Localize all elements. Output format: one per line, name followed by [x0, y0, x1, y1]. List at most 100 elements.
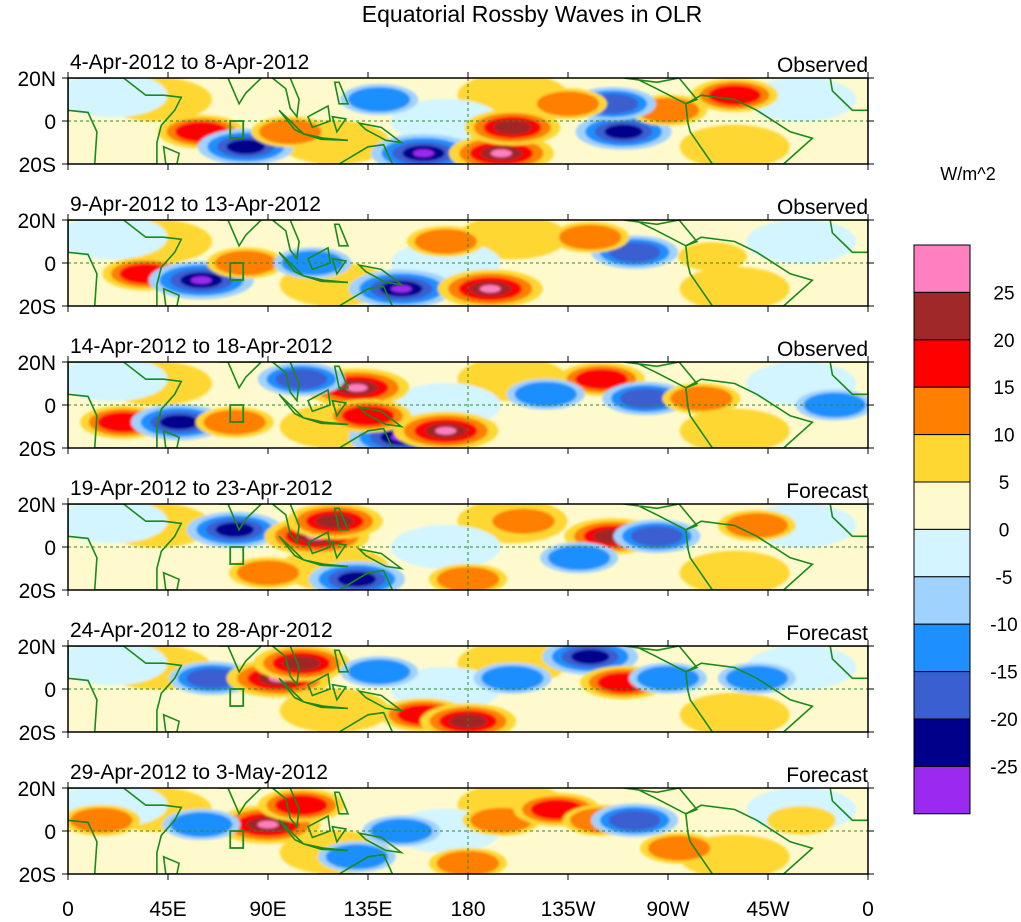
coastline: [271, 362, 300, 403]
anomaly-contour: [670, 386, 733, 411]
background-band: [68, 220, 168, 260]
colorbar-swatch: [913, 386, 971, 436]
anomaly-contour: [390, 284, 412, 293]
anomaly-cell: [162, 809, 241, 841]
colorbar-label: 20: [993, 331, 1014, 352]
colorbar-swatch: [913, 528, 971, 578]
panel-date-range: 14-Apr-2012 to 18-Apr-2012: [70, 335, 333, 358]
anomaly-contour: [414, 229, 477, 254]
anomaly-cell: [340, 656, 419, 688]
coastlines: [68, 362, 868, 448]
coastline: [623, 362, 699, 389]
lon-label: 0: [862, 898, 874, 921]
coastline: [271, 646, 300, 687]
background-band: [68, 504, 168, 544]
coastline: [623, 78, 699, 105]
anomaly-cell: [640, 832, 719, 864]
coastline: [278, 393, 305, 419]
anomaly-contour: [493, 120, 532, 135]
coastline: [306, 530, 332, 555]
lon-label: 0: [62, 898, 74, 921]
coastline: [303, 701, 349, 710]
anomaly-contour: [70, 807, 133, 833]
anomaly-cell: [473, 662, 552, 694]
anomaly-contour: [708, 85, 761, 106]
anomaly-cell: [257, 788, 345, 822]
olr-field: [68, 504, 857, 590]
anomaly-contour: [275, 795, 328, 816]
coastline: [278, 819, 305, 845]
anomaly-cell: [406, 226, 485, 257]
coastline: [162, 287, 181, 306]
coastline: [271, 788, 300, 829]
anomaly-contour: [413, 149, 435, 158]
anomaly-cell: [484, 505, 563, 537]
coastline: [306, 814, 332, 839]
colorbar: 25 20 15 10 5 0 -5 -10 -15 -20 -25: [913, 244, 1018, 815]
coastline: [162, 855, 181, 874]
coastline: [623, 788, 699, 815]
colorbar-label: 25: [993, 283, 1014, 304]
colorbar-swatch: [913, 671, 971, 720]
coastline: [306, 104, 332, 129]
anomaly-contour: [803, 392, 866, 418]
panel-date-range: 4-Apr-2012 to 8-Apr-2012: [70, 51, 309, 74]
panel-date-range: 29-Apr-2012 to 3-May-2012: [70, 761, 328, 784]
colorbar-label: 10: [993, 426, 1014, 447]
lat-label: 20N: [17, 778, 56, 801]
anomaly-contour: [547, 545, 611, 571]
anomaly-contour: [448, 714, 488, 729]
coastline: [68, 220, 183, 306]
coastline: [278, 535, 305, 561]
coastline: [333, 649, 350, 673]
colorbar-swatch: [913, 718, 971, 767]
anomaly-contour: [435, 426, 457, 435]
coastline: [68, 504, 183, 590]
lat-label: 20N: [17, 494, 56, 517]
coastline: [219, 504, 263, 532]
panel-status: Forecast: [786, 480, 868, 503]
coastline: [162, 713, 181, 732]
panel-date-range: 24-Apr-2012 to 28-Apr-2012: [70, 619, 333, 642]
anomaly-contour: [630, 526, 683, 547]
anomaly-contour: [479, 284, 501, 293]
colorbar-swatch: [913, 434, 971, 483]
longitude-axis: 0 45E 90E 135E 180 135W 90W 45W 0: [62, 898, 874, 921]
coastline: [331, 115, 348, 134]
panel-date-range: 9-Apr-2012 to 13-Apr-2012: [70, 193, 321, 216]
lat-label: 20S: [19, 296, 56, 319]
anomaly-cell: [148, 260, 254, 300]
coastline: [219, 646, 263, 674]
coastline: [271, 78, 300, 119]
colorbar-swatch: [913, 765, 971, 815]
anomaly-contour: [647, 835, 711, 861]
coastline: [317, 143, 394, 164]
background-band: [68, 646, 168, 686]
coastline: [331, 683, 348, 702]
coastlines: [68, 504, 868, 590]
colorbar-label: 5: [999, 473, 1010, 494]
coastline: [317, 427, 394, 448]
lat-label: 20N: [17, 210, 56, 233]
panel-date-range: 19-Apr-2012 to 23-Apr-2012: [70, 477, 333, 500]
coastline: [829, 78, 868, 112]
lon-label: 90E: [249, 898, 286, 921]
coastline: [68, 788, 183, 874]
coastline: [331, 257, 348, 276]
colorbar-units: W/m^2: [940, 164, 995, 184]
coastline: [356, 263, 405, 286]
anomaly-cell: [464, 109, 561, 146]
coastlines: [68, 788, 868, 874]
anomaly-contour: [259, 119, 322, 145]
coastline: [317, 853, 394, 874]
panel-4: 19-Apr-2012 to 23-Apr-2012 Forecast 20N 0 20…: [17, 477, 874, 603]
lat-label: 0: [44, 111, 56, 134]
colorbar-swatch: [913, 623, 971, 673]
anomaly-contour: [370, 818, 433, 844]
panel-1: 4-Apr-2012 to 8-Apr-2012 Observed 20N 0 20S: [17, 51, 874, 177]
colorbar-swatch: [913, 481, 971, 530]
anomaly-contour: [347, 87, 411, 112]
colorbar-label: 0: [999, 520, 1010, 541]
lat-label: 0: [44, 253, 56, 276]
coastline: [333, 81, 350, 105]
